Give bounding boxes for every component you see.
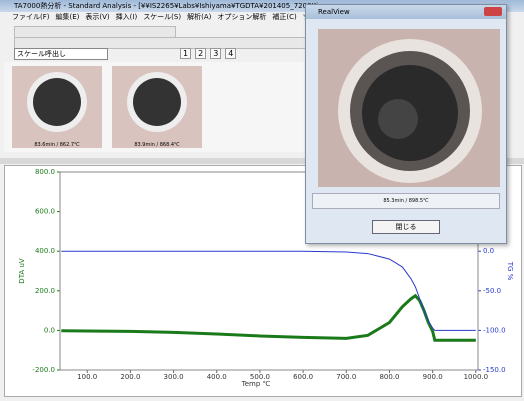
- series-line: [61, 251, 476, 330]
- y2-tick-label: 0.0: [483, 247, 494, 255]
- y2-tick-label: -100.0: [483, 326, 506, 334]
- x-tick-label: 900.0: [423, 373, 443, 381]
- y2-axis-label: TG %: [506, 261, 514, 281]
- x-tick-label: 100.0: [77, 373, 97, 381]
- realview-window: RealView 85.3min / 898.5℃ 閉じる: [305, 4, 507, 244]
- app-window: TA7000熱分析 - Standard Analysis - [¥¥IS226…: [0, 0, 524, 401]
- y-tick-label: 800.0: [35, 168, 55, 176]
- y-tick-label: 600.0: [35, 208, 55, 216]
- x-tick-label: 300.0: [164, 373, 184, 381]
- popup-caption: 85.3min / 898.5℃: [312, 193, 500, 209]
- y-tick-label: -200.0: [32, 366, 55, 374]
- x-tick-label: 400.0: [207, 373, 227, 381]
- y-tick-label: 400.0: [35, 247, 55, 255]
- y-tick-label: 0.0: [44, 326, 55, 334]
- series-line: [61, 296, 476, 341]
- y-axis-label: DTA uV: [18, 258, 26, 284]
- popup-title: RealView: [306, 5, 506, 19]
- x-tick-label: 1000.0: [464, 373, 489, 381]
- x-tick-label: 700.0: [336, 373, 356, 381]
- popup-title-text: RealView: [318, 8, 350, 16]
- camera-image: [318, 29, 500, 187]
- close-button[interactable]: 閉じる: [372, 220, 440, 234]
- x-axis-label: Temp ℃: [241, 380, 271, 388]
- close-icon[interactable]: [484, 7, 502, 16]
- x-tick-label: 600.0: [293, 373, 313, 381]
- y-tick-label: 200.0: [35, 287, 55, 295]
- x-tick-label: 200.0: [120, 373, 140, 381]
- x-tick-label: 800.0: [379, 373, 399, 381]
- y2-tick-label: -50.0: [483, 287, 501, 295]
